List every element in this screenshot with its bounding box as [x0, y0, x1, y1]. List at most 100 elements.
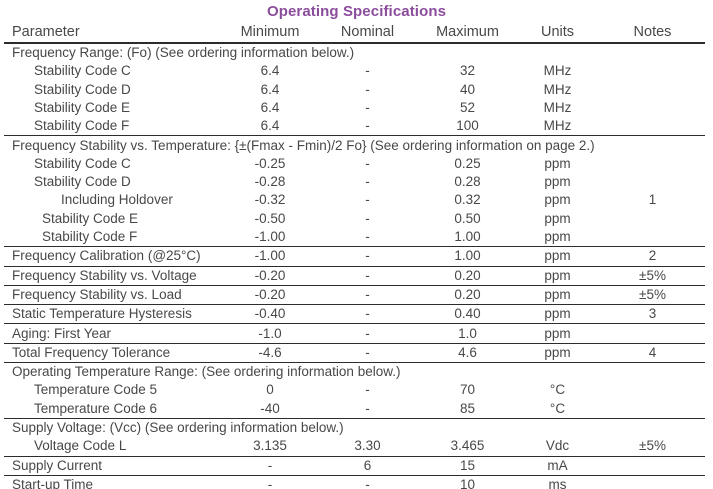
- cell-maximum: 4.6: [420, 343, 515, 364]
- cell-minimum: -1.00: [225, 227, 315, 248]
- cell-nominal: -: [315, 285, 420, 306]
- cell-minimum: 3.135: [225, 437, 315, 457]
- cell-notes: [600, 381, 705, 399]
- cell-maximum: 85: [420, 399, 515, 419]
- cell-units: °C: [549, 382, 566, 398]
- column-header-notes: Notes: [600, 22, 705, 44]
- cell-notes: [600, 475, 705, 489]
- cell-minimum: -0.32: [254, 192, 286, 208]
- section-row: Supply Voltage: (Vcc) (See ordering info…: [4, 418, 705, 437]
- cell-parameter: Temperature Code 6: [4, 399, 225, 419]
- column-header-nominal: Nominal: [315, 22, 420, 44]
- table-body: Frequency Range: (Fo) (See ordering info…: [4, 43, 705, 489]
- cell-maximum: 0.20: [420, 266, 515, 286]
- cell-notes: 1: [648, 192, 657, 208]
- cell-notes: [600, 117, 705, 137]
- section-label: Supply Voltage: (Vcc) (See ordering info…: [12, 420, 344, 435]
- cell-minimum: 6.4: [260, 99, 280, 115]
- cell-minimum: -4.6: [225, 343, 315, 364]
- cell-units: ms: [515, 475, 600, 489]
- cell-notes: [600, 210, 705, 228]
- cell-maximum: 52: [459, 99, 476, 115]
- cell-minimum: 6.4: [225, 117, 315, 137]
- cell-maximum: 1.00: [420, 246, 515, 267]
- cell-parameter: Total Frequency Tolerance: [4, 343, 225, 364]
- cell-maximum: 0.28: [454, 174, 481, 190]
- cell-notes: [600, 81, 705, 99]
- cell-units: °C: [515, 399, 600, 419]
- cell-units: ppm: [515, 343, 600, 364]
- cell-parameter: Voltage Code L: [4, 437, 225, 457]
- table-row: Stability Code D -0.28-0.28 ppm: [4, 173, 705, 191]
- cell-minimum: 6.4: [260, 63, 280, 79]
- cell-maximum: 0.40: [420, 304, 515, 325]
- table-row: Static Temperature Hysteresis -0.40-0.40 p…: [4, 304, 705, 325]
- cell-maximum: 0.50: [454, 210, 481, 226]
- cell-parameter: Stability Code C: [34, 155, 131, 171]
- cell-units: ppm: [544, 174, 571, 190]
- cell-nominal: 3.30: [315, 437, 420, 457]
- cell-nominal: -: [315, 399, 420, 419]
- table-row: Start-up Time - -10 ms: [4, 475, 705, 489]
- cell-maximum: 1.0: [420, 323, 515, 344]
- cell-parameter: Frequency Stability vs. Voltage: [4, 266, 225, 286]
- cell-maximum: 10: [420, 475, 515, 489]
- cell-nominal: -: [315, 266, 420, 286]
- table-row: Stability Code E -0.50-0.50 ppm: [4, 210, 705, 228]
- cell-units: mA: [515, 456, 600, 476]
- cell-minimum: -0.50: [254, 210, 286, 226]
- section-row: Operating Temperature Range: (See orderi…: [4, 363, 705, 382]
- cell-parameter: Static Temperature Hysteresis: [4, 304, 225, 325]
- cell-notes: [600, 62, 705, 80]
- table-row: Stability Code F -1.00-1.00 ppm: [4, 227, 705, 248]
- table-row: Aging: First Year -1.0-1.0 ppm: [4, 323, 705, 344]
- cell-nominal: -: [365, 174, 370, 190]
- cell-parameter: Temperature Code 5: [34, 382, 158, 398]
- cell-notes: [600, 173, 705, 191]
- cell-units: MHz: [543, 81, 572, 97]
- cell-nominal: -: [315, 246, 420, 267]
- cell-parameter: Stability Code D: [34, 81, 131, 97]
- table-row: Frequency Stability vs. Voltage -0.20-0.2…: [4, 266, 705, 286]
- table-row: Stability Code D 6.4 - 40 MHz: [4, 81, 705, 99]
- cell-nominal: -: [365, 63, 370, 79]
- table-row: Temperature Code 5 0 - 70 °C: [4, 381, 705, 399]
- table-row: Temperature Code 6 -40-85 °C: [4, 399, 705, 419]
- section-label: Frequency Range: (Fo) (See ordering info…: [12, 45, 355, 61]
- section-label: Frequency Stability vs. Temperature: {±(…: [12, 137, 595, 153]
- cell-nominal: -: [365, 382, 370, 398]
- cell-units: ppm: [515, 227, 600, 248]
- section-row: Frequency Stability vs. Temperature: {±(…: [4, 136, 705, 155]
- column-header-maximum: Maximum: [420, 22, 515, 44]
- cell-minimum: -0.40: [225, 304, 315, 325]
- cell-nominal: -: [315, 117, 420, 137]
- cell-nominal: -: [315, 227, 420, 248]
- cell-maximum: 0.20: [420, 285, 515, 306]
- section-label: Operating Temperature Range: (See orderi…: [12, 364, 401, 380]
- cell-nominal: -: [365, 81, 370, 97]
- column-header-minimum: Minimum: [225, 22, 315, 44]
- cell-parameter: Stability Code E: [42, 210, 139, 226]
- cell-parameter: Stability Code F: [4, 227, 225, 248]
- specs-table: Parameter Minimum Nominal Maximum Units Notes…: [4, 22, 705, 489]
- cell-minimum: -0.28: [254, 174, 286, 190]
- table-row: Stability Code C 6.4 - 32 MHz: [4, 62, 705, 80]
- table-row: Stability Code C -0.25-0.25 ppm: [4, 155, 705, 173]
- cell-parameter: Stability Code F: [4, 117, 225, 137]
- page-title: Operating Specifications: [266, 3, 447, 20]
- cell-minimum: -: [225, 456, 315, 476]
- cell-notes: 4: [600, 343, 705, 364]
- cell-nominal: -: [365, 99, 370, 115]
- cell-parameter: Supply Current: [4, 456, 225, 476]
- cell-units: ppm: [515, 323, 600, 344]
- cell-notes: ±5%: [600, 285, 705, 306]
- section-row: Frequency Range: (Fo) (See ordering info…: [4, 43, 705, 62]
- cell-nominal: -: [315, 343, 420, 364]
- cell-minimum: -: [225, 475, 315, 489]
- cell-units: ppm: [515, 246, 600, 267]
- cell-parameter: Frequency Calibration (@25°C): [4, 246, 225, 267]
- cell-units: MHz: [543, 63, 572, 79]
- cell-units: ppm: [515, 285, 600, 306]
- cell-parameter: Including Holdover: [61, 192, 173, 208]
